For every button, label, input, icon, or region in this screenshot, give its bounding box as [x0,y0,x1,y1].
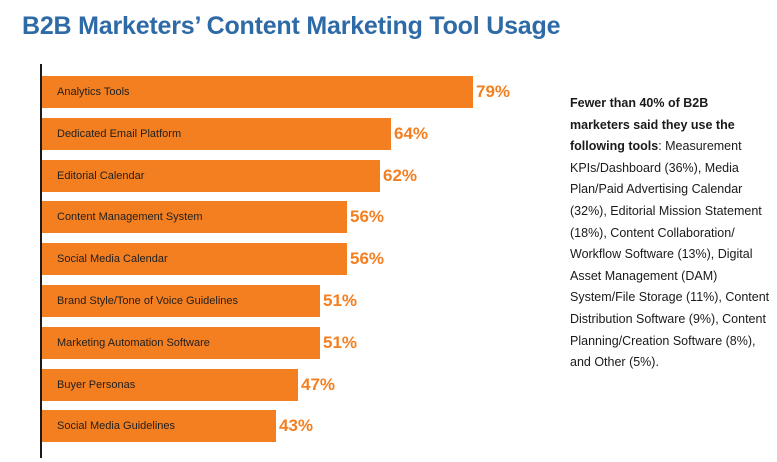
bar-3 [42,160,380,192]
bar-value-label: 56% [350,207,385,226]
bar-value-label: 51% [323,291,358,310]
bar-5 [42,243,347,275]
side-note: Fewer than 40% of B2B marketers said the… [570,93,770,374]
bar-value-label: 47% [301,375,336,394]
bar-category-label: Marketing Automation Software [57,337,210,349]
bar-9 [42,410,276,442]
bar-8 [42,369,298,401]
bar-category-label: Content Management System [57,211,203,223]
bar-value-label: 62% [383,166,418,185]
side-note-body: : Measurement KPIs/Dashboard (36%), Medi… [570,139,770,370]
bar-category-label: Editorial Calendar [57,170,145,182]
bar-value-label: 64% [394,124,429,143]
bar-4 [42,201,347,233]
bar-category-label: Analytics Tools [57,86,130,98]
bar-1 [42,76,473,108]
bar-category-label: Dedicated Email Platform [57,128,182,140]
bar-category-label: Social Media Guidelines [57,420,176,432]
bar-value-label: 51% [323,333,358,352]
y-axis-line [40,64,42,458]
bar-category-label: Buyer Personas [57,379,136,391]
side-note-lead: Fewer than 40% of B2B marketers said the… [570,96,735,154]
bar-value-label: 79% [476,82,511,101]
bar-2 [42,118,391,150]
bar-category-label: Brand Style/Tone of Voice Guidelines [57,295,239,307]
chart-title: B2B Marketers’ Content Marketing Tool Us… [22,12,561,40]
bar-7 [42,327,320,359]
bar-value-label: 56% [350,249,385,268]
bar-category-label: Social Media Calendar [57,253,168,265]
bar-6 [42,285,320,317]
bar-value-label: 43% [279,416,314,435]
